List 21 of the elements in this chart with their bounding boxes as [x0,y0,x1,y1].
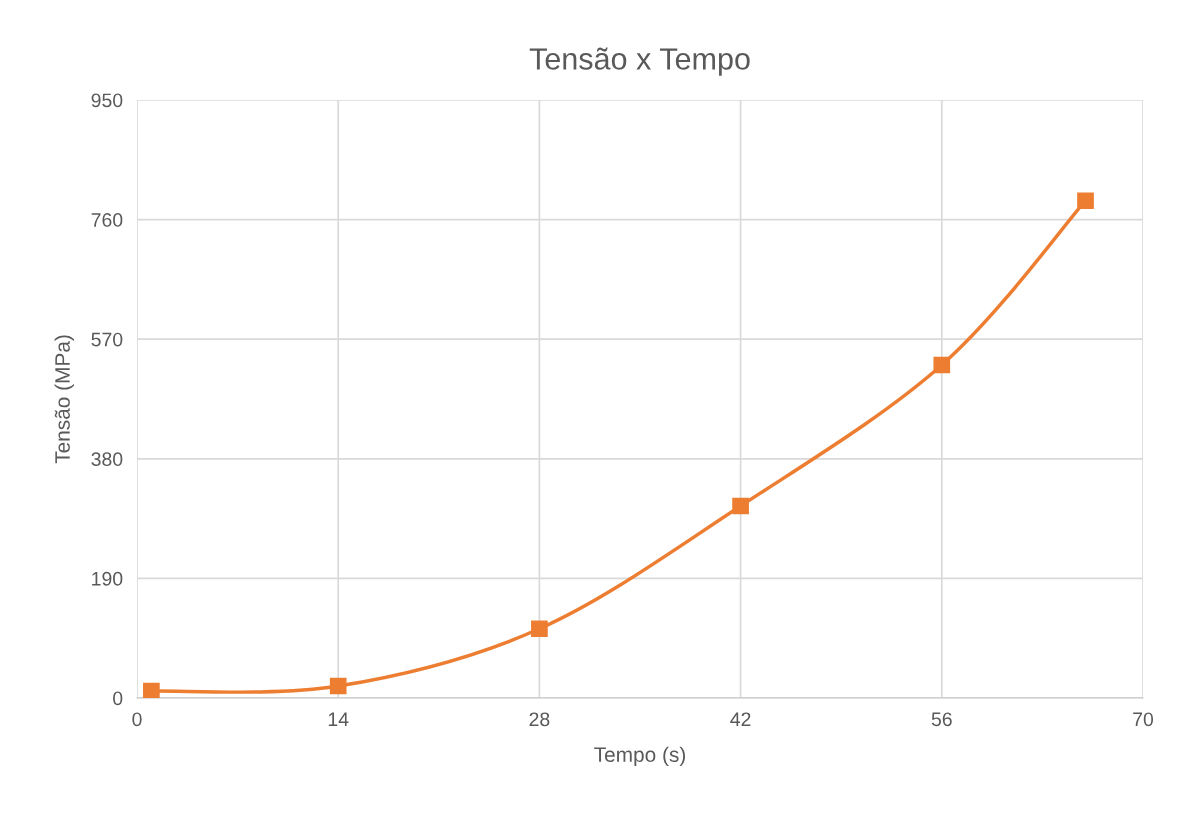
y-tick-label: 570 [91,332,123,347]
y-axis-title: Tensão (MPa) [54,335,74,464]
x-tick-label: 28 [529,712,550,727]
y-tick-label: 0 [113,691,123,706]
y-tick-label: 380 [91,452,123,467]
point [732,497,749,515]
point [1077,192,1094,210]
x-tick-label: 14 [328,712,349,726]
point [329,677,347,695]
y-tick-label: 760 [91,213,123,227]
x-tick-label: 0 [132,712,142,727]
y-tick-label: 190 [92,571,123,586]
x-tick-label: 42 [730,712,751,726]
point [531,620,548,638]
point [933,356,951,374]
point [143,682,160,698]
x-tick-label: 70 [1133,712,1154,727]
x-axis-title: Tempo (s) [594,746,686,767]
y-tick-label: 950 [91,93,123,108]
chart-title: Tensão x Tempo [529,47,750,76]
x-tick-label: 56 [931,712,952,727]
